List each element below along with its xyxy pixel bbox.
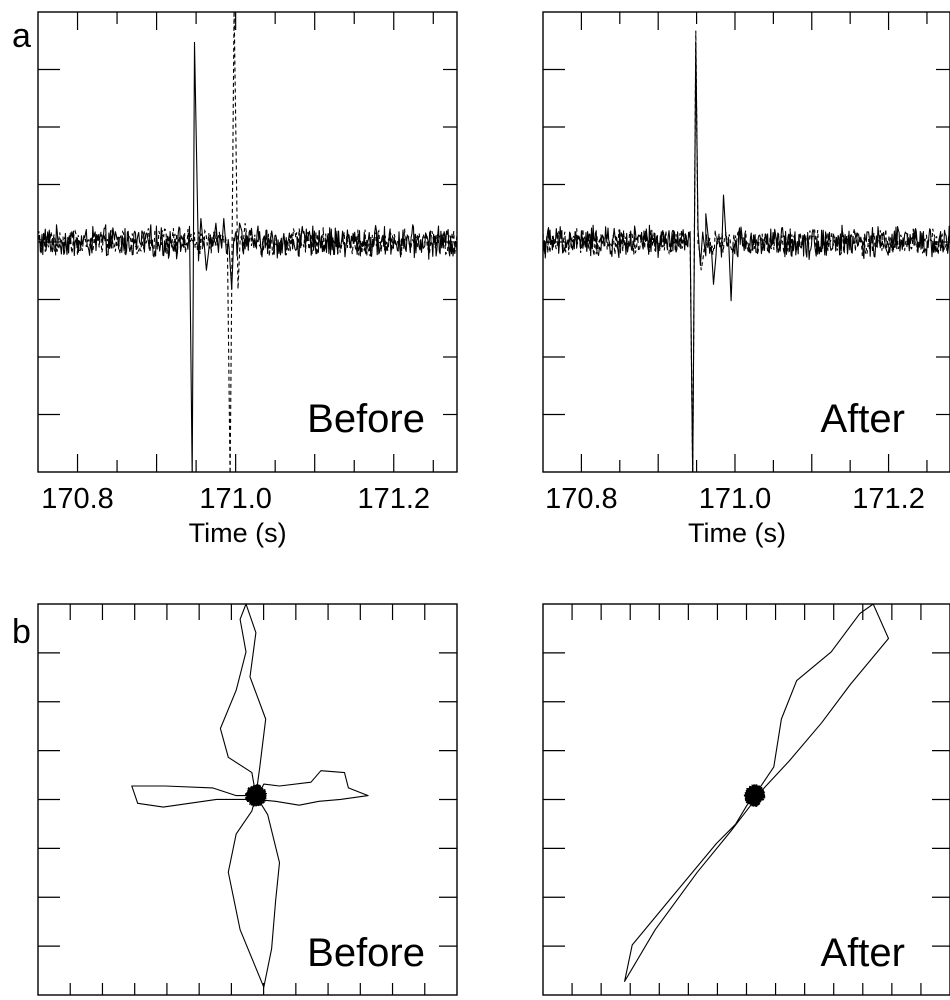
- x-tick-label: 171.2: [852, 483, 925, 515]
- x-axis-title: Time (s): [189, 518, 287, 548]
- dashed-waveform: [543, 30, 950, 472]
- panel-state-label: Before: [307, 931, 425, 975]
- particle-motion-loop: [624, 604, 890, 982]
- panel-b-letter: b: [12, 613, 31, 651]
- panel-a-letter: a: [12, 17, 31, 55]
- x-tick-label: 171.2: [357, 483, 430, 515]
- x-tick-label: 171.0: [199, 483, 272, 515]
- plot-b-before: Before: [37, 603, 458, 996]
- panel-state-label: After: [821, 931, 905, 975]
- x-axis-title: Time (s): [688, 518, 786, 548]
- noise-cluster: [244, 784, 268, 807]
- noise-cluster: [743, 784, 766, 807]
- plot-a-before: 170.8 171.0 171.2 Time (s) Before: [37, 11, 458, 548]
- solid-waveform: [543, 41, 950, 472]
- plot-a-after: 170.8 171.0 171.2 Time (s) After: [542, 11, 950, 548]
- x-tick-label: 170.8: [41, 483, 114, 515]
- x-tick-label: 170.8: [545, 483, 618, 515]
- particle-motion-loop: [219, 604, 281, 988]
- x-tick-label: 171.0: [699, 483, 772, 515]
- panel-state-label: Before: [307, 397, 425, 441]
- panel-state-label: After: [821, 397, 905, 441]
- dashed-waveform: [38, 12, 457, 472]
- particle-motion-loop: [131, 770, 369, 808]
- plot-b-after: After: [542, 603, 950, 996]
